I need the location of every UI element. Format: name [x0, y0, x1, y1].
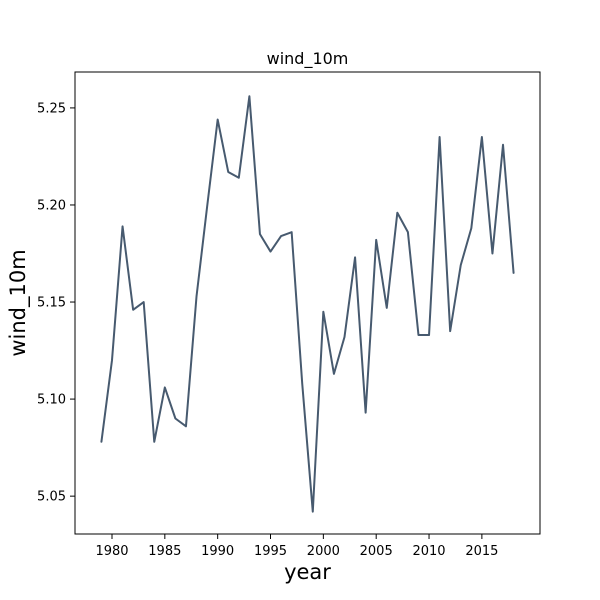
x-tick-label: 2005 [360, 544, 393, 559]
x-tick-label: 2010 [412, 544, 445, 559]
x-tick-label: 1980 [95, 544, 128, 559]
series-line [100, 95, 515, 513]
x-axis-ticks: 1980 1985 1990 1995 2000 2005 2010 2015 [95, 534, 498, 559]
x-tick-label: 2000 [307, 544, 340, 559]
y-tick-label: 5.20 [37, 198, 66, 213]
y-tick-label: 5.25 [37, 101, 66, 116]
x-axis-label: year [284, 560, 331, 584]
x-tick-label: 1990 [201, 544, 234, 559]
y-axis-ticks: 5.05 5.10 5.15 5.20 5.25 [37, 101, 75, 505]
chart-title: wind_10m [267, 49, 349, 69]
y-tick-label: 5.10 [37, 393, 66, 408]
y-axis-label: wind_10m [6, 249, 31, 356]
x-tick-label: 2015 [465, 544, 498, 559]
plot-frame [74, 71, 541, 535]
series-layer [100, 95, 515, 513]
x-tick-label: 1985 [148, 544, 181, 559]
x-tick-label: 1995 [254, 544, 287, 559]
y-tick-label: 5.05 [37, 490, 66, 505]
y-tick-label: 5.15 [37, 296, 66, 311]
